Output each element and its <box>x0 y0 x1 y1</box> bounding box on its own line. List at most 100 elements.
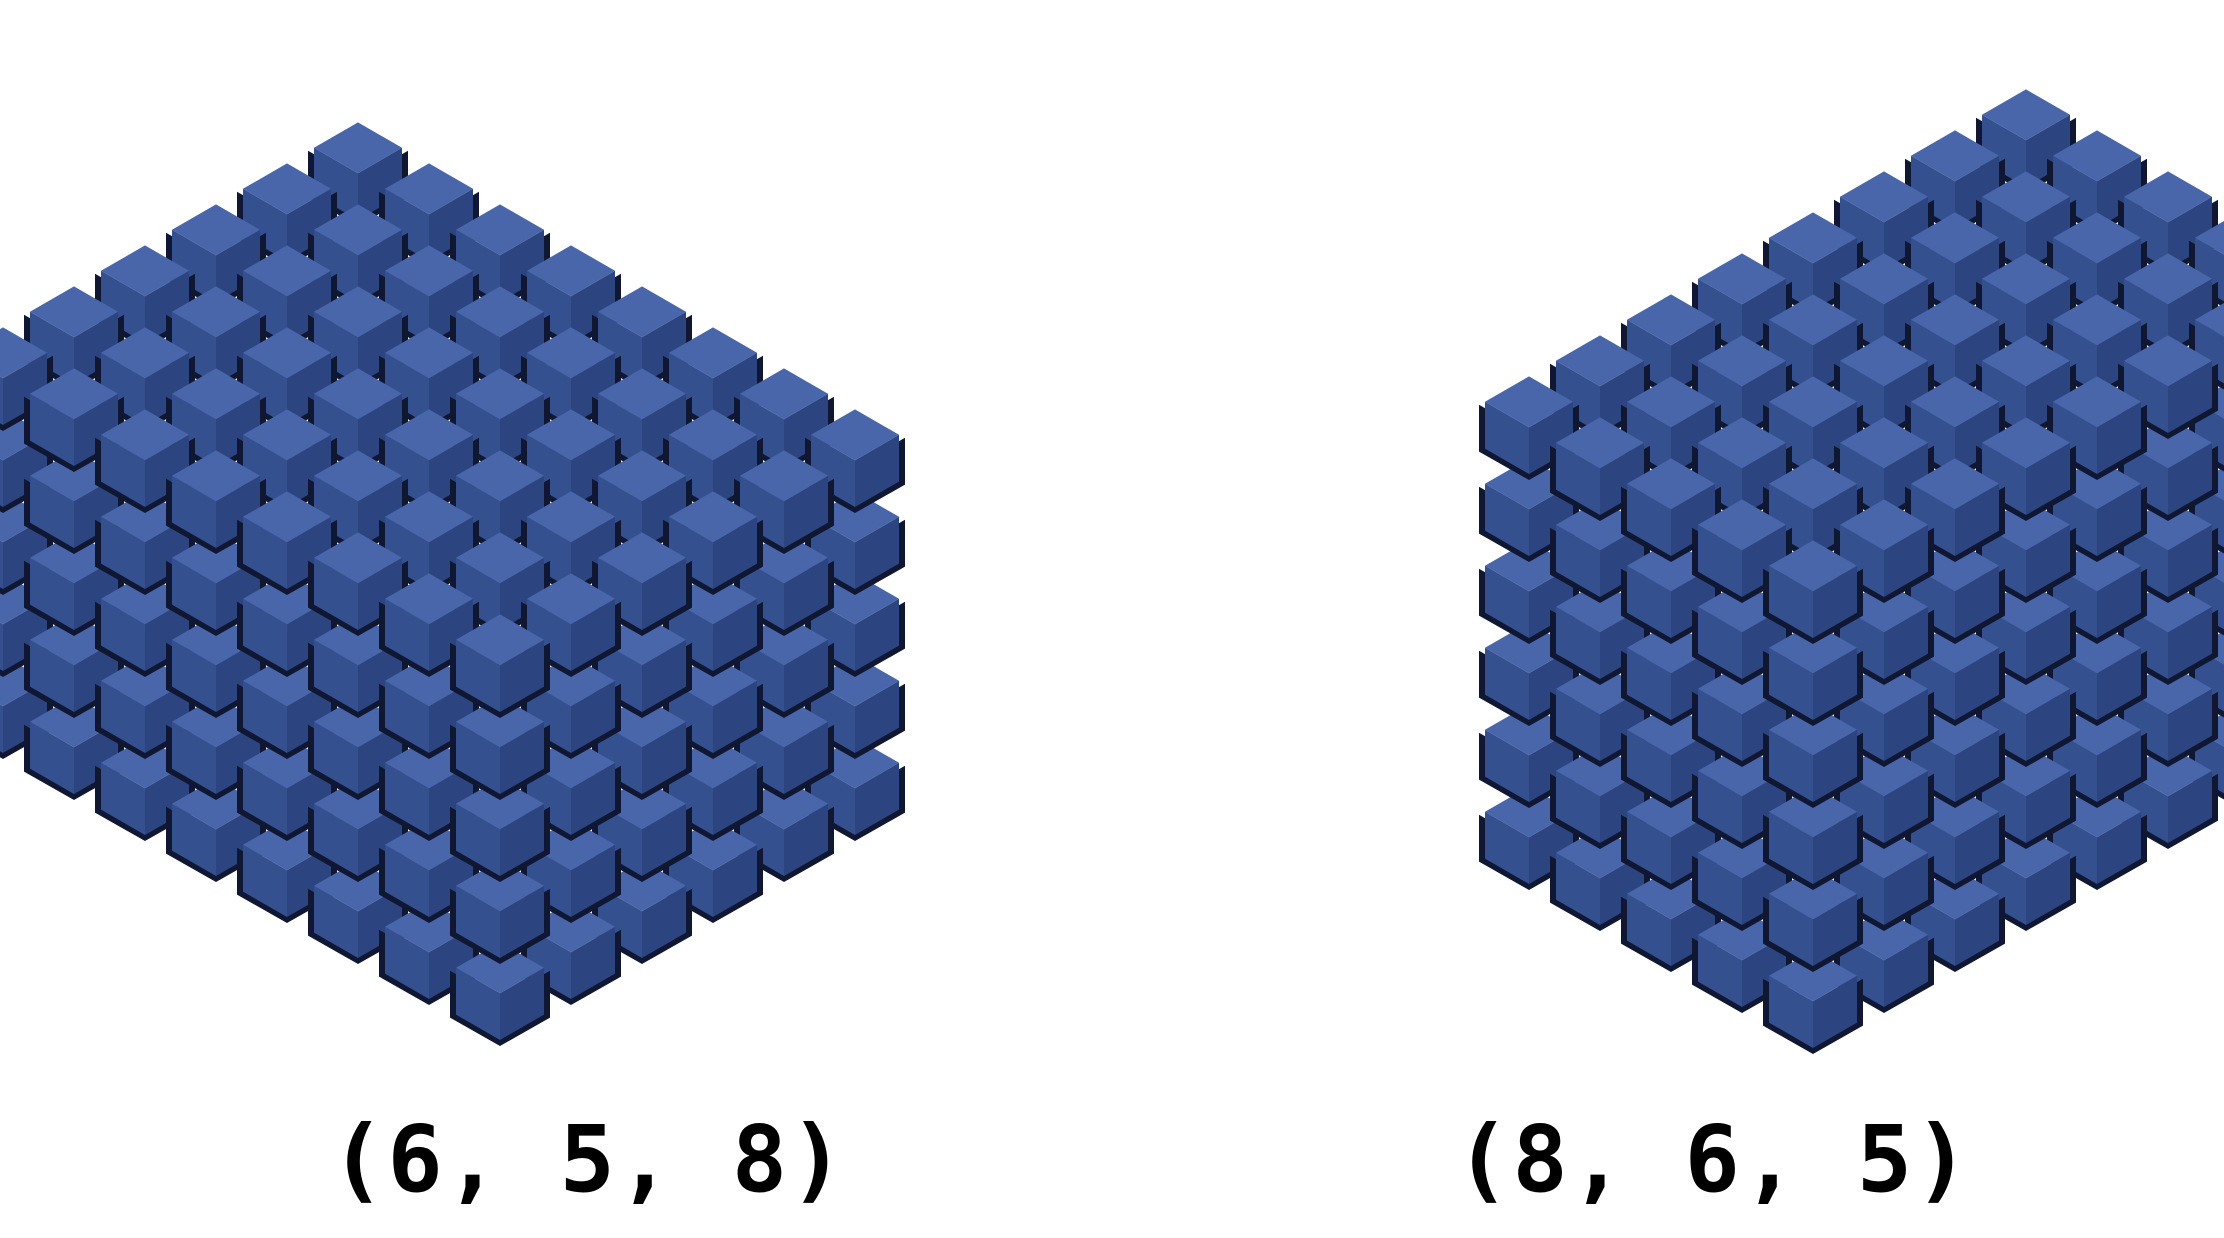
cube-top-face <box>1556 335 1644 387</box>
cube-right-face <box>2097 483 2141 556</box>
cube-left-face <box>598 393 642 466</box>
cube-left-face <box>172 311 216 384</box>
cube-left-face <box>314 475 358 548</box>
cube-left-face <box>740 475 784 548</box>
cube-right-face <box>500 885 544 958</box>
cube-left-face <box>1769 975 1813 1048</box>
cube-left-face <box>1485 729 1529 802</box>
cube-right-face <box>1600 442 1644 515</box>
cube-right-face <box>855 516 899 589</box>
cube-left-face <box>1556 360 1600 433</box>
cube-right-face <box>358 721 402 794</box>
cube-right-face <box>1600 688 1644 761</box>
cube-left-face <box>1911 401 1955 474</box>
cube-top-face <box>243 163 331 215</box>
cube-top-face <box>1698 417 1786 469</box>
cube-right-face <box>216 393 260 466</box>
cube-right-face <box>2097 237 2141 310</box>
cube-right-face <box>713 762 757 835</box>
cube-left-face <box>1485 401 1529 474</box>
cube-right-face <box>429 434 473 507</box>
cube-left-face <box>1840 360 1884 433</box>
cube-right-face <box>642 475 686 548</box>
cube-left-face <box>1698 606 1742 679</box>
cube-left-face <box>598 475 642 548</box>
cube-right-face <box>1742 934 1786 1007</box>
cube-left-face <box>243 844 287 917</box>
cube-left-face <box>598 721 642 794</box>
cube-left-face <box>385 762 429 835</box>
cube-left-face <box>0 704 3 753</box>
cube-left-face <box>1911 237 1955 310</box>
cube-right-face <box>855 434 899 507</box>
cube-left-face <box>101 598 145 671</box>
cube-top-face <box>1769 376 1857 428</box>
cube-left-face <box>1769 401 1813 474</box>
cube-left-face <box>1556 770 1600 843</box>
cube-right-face <box>1529 565 1573 638</box>
cube-top-face <box>1769 294 1857 346</box>
cube-left-face <box>2053 565 2097 638</box>
cube-left-face <box>101 762 145 835</box>
cube-left-face <box>2053 647 2097 720</box>
cube-right-face <box>571 352 615 425</box>
cube-left-face <box>669 844 713 917</box>
cube-right-face <box>2097 647 2141 720</box>
cube-left-face <box>172 721 216 794</box>
cube-left-face <box>2053 155 2097 228</box>
cube-right-face <box>2097 811 2141 884</box>
cube-right-face <box>145 598 189 671</box>
cube-top-face <box>669 491 757 543</box>
cube-right-face <box>2097 401 2141 474</box>
cube-right-face <box>3 516 47 589</box>
cube-right-face <box>2168 770 2212 843</box>
cube-top-face <box>1485 376 1573 428</box>
cube-left-face <box>385 188 429 261</box>
cube-left-face <box>811 762 855 835</box>
cube-right-face <box>2026 606 2070 679</box>
cube-left-face <box>30 557 74 630</box>
cube-left-face <box>456 721 500 794</box>
cube-right-face <box>642 803 686 876</box>
cube-right-face <box>571 926 615 999</box>
cube-right-face <box>1813 401 1857 474</box>
cube-top-face <box>172 450 260 502</box>
cube-right-face <box>74 311 118 384</box>
cube-right-face <box>1529 729 1573 802</box>
cube-right-face <box>642 639 686 712</box>
cube-right-face <box>571 516 615 589</box>
cube-right-face <box>571 844 615 917</box>
cube-right-face <box>571 680 615 753</box>
cube-left-face <box>1698 442 1742 515</box>
cube-left-face <box>456 639 500 712</box>
cube-left-face <box>1769 565 1813 638</box>
cube-top-face <box>1982 253 2070 305</box>
cube-right-face <box>1955 647 1999 720</box>
cube-left-face <box>1911 155 1955 228</box>
cube-left-face <box>456 475 500 548</box>
cube-right-face <box>1813 565 1857 638</box>
cube-left-face <box>1769 647 1813 720</box>
cube-left-face <box>1840 606 1884 679</box>
cube-left-face <box>243 762 287 835</box>
cube-top-face <box>1911 212 1999 264</box>
cube-right-face <box>500 311 544 384</box>
cube-right-face <box>713 598 757 671</box>
cube-top-face <box>101 409 189 461</box>
cube-left-face <box>527 598 571 671</box>
cube-left-face <box>385 352 429 425</box>
cube-left-face <box>172 639 216 712</box>
cube-left-face <box>314 147 358 220</box>
cube-top-face <box>30 368 118 420</box>
cube-right-face <box>216 803 260 876</box>
cube-left-face <box>1556 688 1600 761</box>
cube-top-face <box>456 204 544 256</box>
cube-top-face <box>811 409 899 461</box>
cube-right-face <box>429 680 473 753</box>
array-6-5-8-cube-grid <box>0 122 905 1046</box>
cube-right-face <box>287 352 331 425</box>
cube-right-face <box>2168 606 2212 679</box>
cube-right-face <box>1884 606 1928 679</box>
cube-right-face <box>2168 524 2212 597</box>
cube-right-face <box>713 352 757 425</box>
